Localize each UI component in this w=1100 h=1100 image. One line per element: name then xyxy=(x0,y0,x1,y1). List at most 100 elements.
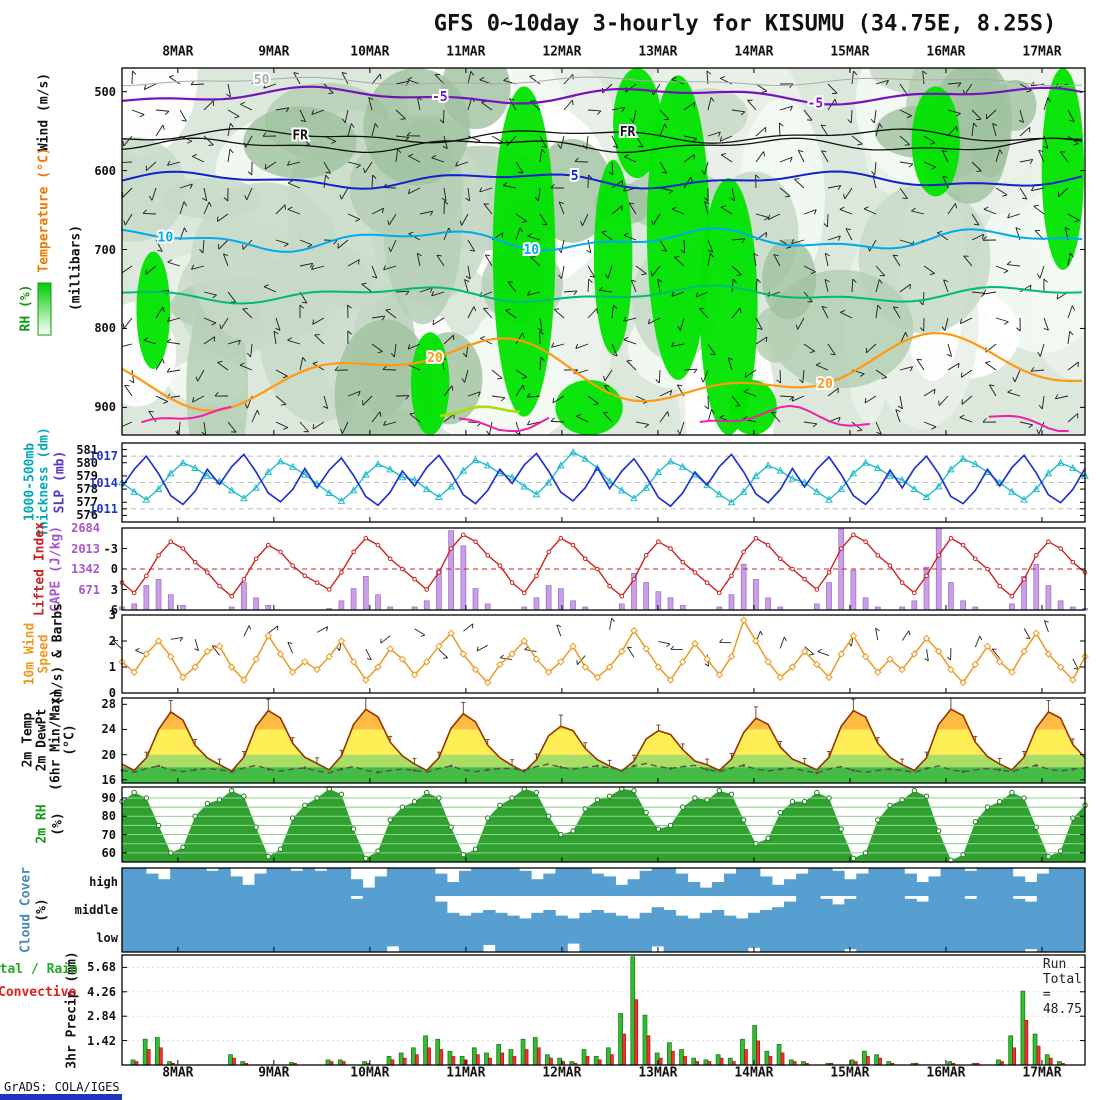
high-rh-patch xyxy=(728,379,777,435)
wind-barb xyxy=(611,135,619,148)
wind-barb xyxy=(467,135,481,142)
wind-speed-marker xyxy=(1020,647,1028,656)
high-rh-patch xyxy=(555,379,623,435)
cloud-block xyxy=(459,915,472,924)
wind-barb xyxy=(704,197,709,202)
wind-barb xyxy=(947,82,961,85)
wind-barb xyxy=(802,369,805,383)
precip-total-bar xyxy=(727,1057,733,1066)
wind-barb xyxy=(604,369,613,382)
wind-barb xyxy=(899,283,911,293)
rh-marker xyxy=(411,798,418,805)
dewpt-marker xyxy=(815,771,819,775)
cloud-block xyxy=(519,918,532,924)
wind-barb xyxy=(361,282,367,285)
wind-barb xyxy=(601,230,607,233)
cloud-block xyxy=(868,868,881,896)
wind-barb xyxy=(824,253,829,267)
contour-label: 10 xyxy=(158,231,174,246)
precip-total-bar xyxy=(618,1013,623,1066)
wind-barb xyxy=(371,174,374,189)
wind-barb xyxy=(946,353,952,357)
wind-barb xyxy=(659,239,667,252)
wind-barb xyxy=(824,279,829,293)
wind-barb xyxy=(192,154,198,157)
cloud-block xyxy=(796,896,809,924)
wind-barb xyxy=(223,253,229,257)
precip-conv-bar xyxy=(670,1050,675,1066)
wind-speed-marker xyxy=(532,655,541,663)
wind-barb xyxy=(371,73,381,85)
cloud-block xyxy=(892,924,905,952)
wind-barb xyxy=(312,317,325,325)
wind-barb xyxy=(652,213,661,226)
surface-wind-barb xyxy=(243,625,250,637)
cloud-block xyxy=(398,868,412,896)
wind-barb xyxy=(961,369,973,378)
surface-wind-barb xyxy=(476,644,488,652)
cloud-block xyxy=(1072,924,1086,952)
wind-barb xyxy=(963,255,973,267)
wind-barb xyxy=(387,220,390,226)
wind-barb xyxy=(282,375,288,379)
li-marker xyxy=(631,576,637,582)
precip-total-bar xyxy=(776,1044,782,1066)
li-marker xyxy=(753,535,759,541)
wind-barb xyxy=(1018,119,1024,123)
thickness-marker xyxy=(873,463,882,472)
rh-marker xyxy=(936,828,942,834)
cloud-block xyxy=(567,868,580,896)
dewpt-marker xyxy=(1071,767,1075,771)
wind-barb xyxy=(899,109,912,117)
precip-total-bar xyxy=(874,1054,879,1066)
wind-barb xyxy=(710,252,714,258)
surface-wind-barb xyxy=(947,656,951,661)
wind-barb xyxy=(931,166,937,170)
rh-marker xyxy=(277,846,284,852)
precip-conv-bar xyxy=(768,1056,773,1066)
panel-border-temp2m xyxy=(121,697,1086,784)
wind-barb xyxy=(668,190,673,195)
wind-barb xyxy=(299,135,310,146)
rh-marker xyxy=(436,795,442,801)
wind-barb xyxy=(923,265,935,274)
rh-marker xyxy=(765,835,771,841)
cloud-block xyxy=(1024,901,1038,924)
wind-barb xyxy=(142,209,147,214)
wind-barb xyxy=(572,74,574,80)
wind-barb xyxy=(251,72,260,85)
cloud-block xyxy=(856,924,869,952)
cloud-block xyxy=(820,898,833,924)
wind-barb xyxy=(623,154,629,158)
cloud-block xyxy=(314,924,328,952)
wind-barb xyxy=(325,171,331,174)
wind-barb xyxy=(1058,187,1069,198)
thickness-marker xyxy=(886,471,894,479)
wind-barb xyxy=(515,332,524,345)
thickness-marker xyxy=(337,496,346,504)
wind-barb xyxy=(464,279,469,293)
wind-barb xyxy=(405,290,410,296)
cloud-block xyxy=(567,918,580,924)
wind-barb xyxy=(287,337,293,341)
wind-barb xyxy=(539,357,542,371)
high-rh-patch xyxy=(613,68,662,179)
wind-barb xyxy=(390,239,397,253)
wind-barb xyxy=(659,390,672,397)
surface-wind-barb xyxy=(626,646,635,658)
wind-speed-marker xyxy=(191,663,199,671)
precip-total-bar xyxy=(849,1059,855,1066)
wind-barb xyxy=(743,415,748,420)
li-marker xyxy=(278,549,283,555)
wind-speed-marker xyxy=(142,650,151,658)
wind-barb xyxy=(741,238,746,244)
cloud-block xyxy=(447,924,460,952)
wind-speed-marker xyxy=(849,632,858,640)
wind-speed-marker xyxy=(154,637,163,645)
cape-bar xyxy=(253,597,259,611)
wind-barb xyxy=(217,362,229,371)
wind-barb xyxy=(123,135,133,147)
wind-barb xyxy=(331,140,337,144)
thickness-marker xyxy=(861,458,870,466)
surface-wind-barb xyxy=(1023,628,1031,639)
